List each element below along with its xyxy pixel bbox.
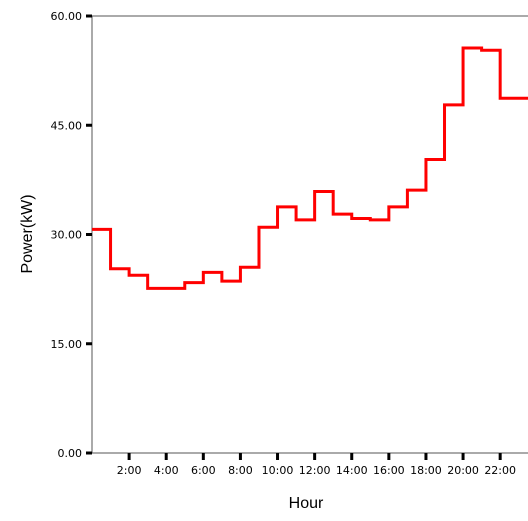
x-tick-label: 10:00: [262, 464, 294, 477]
x-tick-label: 12:00: [299, 464, 331, 477]
x-tick-label: 16:00: [373, 464, 405, 477]
x-tick-label: 14:00: [336, 464, 368, 477]
power-series-line: [92, 46, 528, 290]
x-tick-label: 22:00: [484, 464, 516, 477]
y-axis-ticks: 0.00 15.00 30.00 45.00 60.00: [51, 10, 92, 460]
x-axis-title: Hour: [289, 495, 324, 512]
y-tick-label: 45.00: [51, 119, 83, 132]
y-tick-label: 30.00: [51, 229, 83, 242]
x-tick-label: 20:00: [447, 464, 479, 477]
x-tick-label: 2:00: [117, 464, 142, 477]
y-tick-label: 15.00: [51, 338, 83, 351]
x-tick-label: 8:00: [228, 464, 253, 477]
y-tick-label: 0.00: [58, 447, 83, 460]
x-tick-label: 4:00: [154, 464, 179, 477]
x-tick-label: 18:00: [410, 464, 442, 477]
y-axis-title: Power(kW): [19, 194, 36, 273]
y-tick-label: 60.00: [51, 10, 83, 23]
x-tick-label: 6:00: [191, 464, 216, 477]
x-axis-ticks: 2:00 4:00 6:00 8:00 10:00 12:00 14:00 16:00 18:0…: [117, 453, 516, 477]
